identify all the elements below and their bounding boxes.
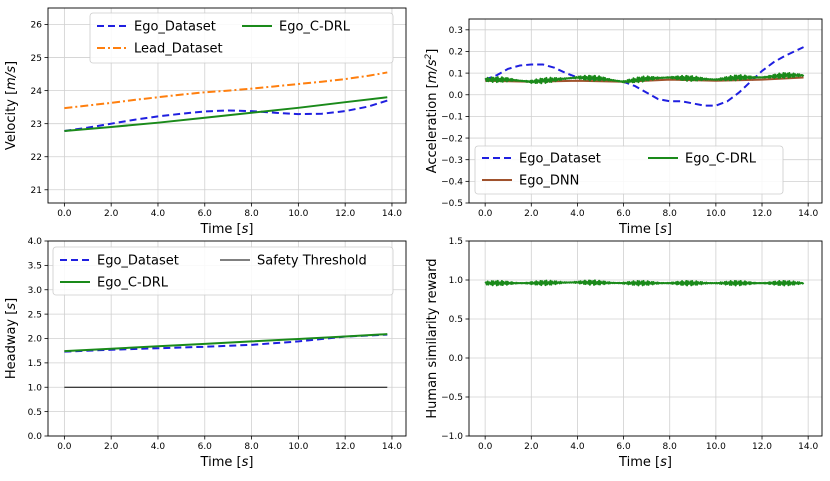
- x-tick-label: 4.0: [570, 209, 585, 219]
- y-tick-label: 25: [31, 54, 42, 64]
- y-tick-label: 1.5: [449, 237, 463, 247]
- x-tick-label: 6.0: [198, 442, 213, 452]
- y-tick-label: 0.0: [449, 91, 464, 101]
- legend-label-ego-dataset: Ego_Dataset: [134, 20, 216, 35]
- x-tick-label: 14.0: [798, 442, 818, 452]
- series-line-ego-c-drl: [64, 96, 388, 132]
- y-tick-label: 1.5: [28, 359, 42, 369]
- x-tick-label: 8.0: [663, 209, 678, 219]
- y-tick-label: −1.0: [441, 432, 463, 442]
- y-axis-label: Velocity [m/s]: [4, 61, 19, 150]
- y-tick-label: −0.4: [441, 178, 463, 188]
- legend-label-ego-dataset: Ego_Dataset: [97, 254, 179, 269]
- y-tick-label: 0.1: [449, 69, 463, 79]
- series-line-ego-dataset: [484, 46, 804, 107]
- series-line-ego-dataset: [64, 99, 388, 132]
- y-tick-label: −0.5: [441, 393, 463, 403]
- x-tick-label: 10.0: [288, 209, 308, 219]
- plot-frame: [47, 7, 407, 204]
- x-tick-label: 8.0: [244, 209, 259, 219]
- y-tick-label: 0.3: [449, 26, 463, 36]
- y-tick-label: 3.5: [28, 262, 42, 272]
- x-tick-label: 8.0: [663, 442, 678, 452]
- x-axis-label: Time [s]: [200, 455, 254, 470]
- x-tick-label: 10.0: [706, 209, 726, 219]
- x-tick-label: 12.0: [335, 442, 355, 452]
- x-tick-label: 2.0: [104, 209, 119, 219]
- y-tick-label: 3.0: [28, 286, 43, 296]
- y-axis-label: Headway [s]: [4, 298, 19, 379]
- legend-label-ego-c-drl: Ego_C-DRL: [279, 20, 351, 35]
- human-similarity-reward-panel: 0.0 2.0 4.0 6.0 8.0 10.0 12.0 14.0 −1.0 −0.5 0.0 0.…: [425, 237, 823, 470]
- x-tick-label: 2.0: [104, 442, 119, 452]
- x-axis-label: Time [s]: [618, 455, 672, 470]
- x-tick-label: 14.0: [798, 209, 818, 219]
- x-tick-label: 2.0: [524, 209, 539, 219]
- x-tick-label: 12.0: [335, 209, 355, 219]
- legend-label-ego-dnn: Ego_DNN: [519, 174, 579, 189]
- x-tick-label: 14.0: [382, 209, 402, 219]
- y-tick-label: −0.2: [441, 134, 463, 144]
- acceleration-panel: 0.0 2.0 4.0 6.0 8.0 10.0 12.0 14.0 −0.5 −0.4 −0.3 −…: [424, 18, 823, 237]
- y-tick-label: −0.5: [441, 199, 463, 209]
- y-tick-label: 24: [31, 87, 43, 97]
- y-tick-label: 2.0: [28, 335, 43, 345]
- x-tick-label: 4.0: [151, 209, 166, 219]
- headway-panel: 0.0 2.0 4.0 6.0 8.0 10.0 12.0 14.0 0.0 0.5 1.0 1.5 2…: [4, 237, 407, 470]
- x-tick-label: 0.0: [57, 442, 72, 452]
- y-tick-label: 2.5: [28, 310, 42, 320]
- plot-frame: [468, 240, 823, 437]
- legend-label-lead-dataset: Lead_Dataset: [134, 42, 223, 57]
- x-tick-label: 0.0: [57, 209, 72, 219]
- y-tick-label: 0.0: [449, 354, 464, 364]
- legend-label-ego-c-drl: Ego_C-DRL: [685, 152, 757, 167]
- x-axis-label: Time [s]: [618, 222, 672, 237]
- x-tick-label: 14.0: [382, 442, 402, 452]
- x-tick-label: 0.0: [478, 442, 493, 452]
- y-axis-label: Acceleration [m/s2]: [424, 49, 440, 174]
- y-tick-label: 23: [31, 120, 42, 130]
- series-line-lead-dataset: [64, 71, 388, 110]
- x-tick-label: 10.0: [288, 442, 308, 452]
- legend-label-ego-dataset: Ego_Dataset: [519, 152, 601, 167]
- x-tick-label: 4.0: [570, 442, 585, 452]
- legend-label-ego-c-drl: Ego_C-DRL: [97, 276, 169, 291]
- legend-box: [52, 246, 394, 296]
- x-tick-label: 8.0: [244, 442, 259, 452]
- legend-box: [89, 12, 394, 64]
- y-tick-label: 21: [31, 186, 42, 196]
- x-tick-label: 2.0: [524, 442, 539, 452]
- series-line-ego-c-drl: [484, 72, 805, 85]
- y-tick-label: 0.5: [28, 408, 42, 418]
- y-tick-label: 22: [31, 153, 42, 163]
- y-tick-label: 0.5: [449, 315, 463, 325]
- x-tick-label: 6.0: [616, 442, 631, 452]
- plot-frame: [468, 18, 823, 204]
- y-tick-label: 1.0: [28, 383, 43, 393]
- x-tick-label: 0.0: [478, 209, 493, 219]
- y-tick-label: 4.0: [28, 237, 43, 247]
- y-tick-label: 0.0: [28, 432, 43, 442]
- y-tick-label: 0.2: [449, 48, 463, 58]
- x-tick-label: 6.0: [616, 209, 631, 219]
- x-tick-label: 12.0: [752, 209, 772, 219]
- y-tick-label: −0.3: [441, 156, 463, 166]
- x-tick-label: 12.0: [752, 442, 772, 452]
- y-tick-label: 26: [31, 21, 43, 31]
- series-line-ego-c-drl: [64, 333, 388, 353]
- x-tick-label: 10.0: [706, 442, 726, 452]
- velocity-panel: 0.0 2.0 4.0 6.0 8.0 10.0 12.0 14.0 21 22 23 24 25 26 T…: [4, 7, 407, 237]
- series-line-ego-c-drl: [484, 279, 805, 287]
- legend-label-safety-threshold: Safety Threshold: [257, 254, 367, 269]
- y-tick-label: 1.0: [449, 276, 464, 286]
- y-tick-label: −0.1: [441, 113, 463, 123]
- x-tick-label: 6.0: [198, 209, 213, 219]
- x-tick-label: 4.0: [151, 442, 166, 452]
- y-axis-label: Human similarity reward: [425, 258, 440, 418]
- legend-box: [474, 145, 784, 195]
- x-axis-label: Time [s]: [200, 222, 254, 237]
